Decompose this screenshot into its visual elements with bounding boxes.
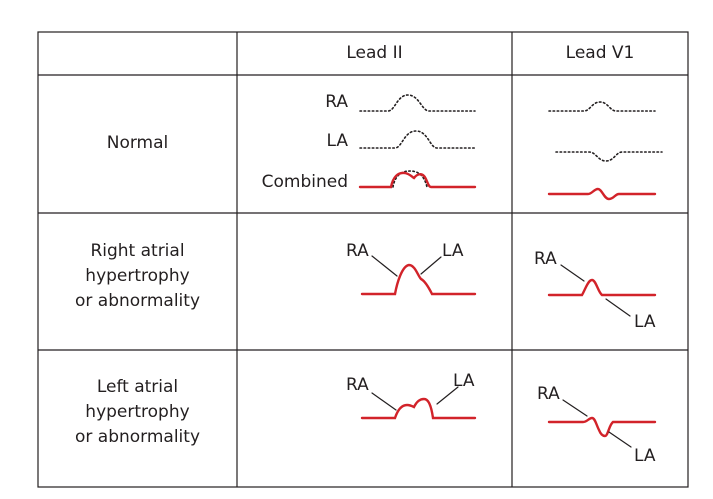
- normal-v1-combined-wave: [547, 187, 657, 201]
- row-label-left-atrial-line1: Left atrial: [96, 377, 179, 397]
- right-atrial-lead2-wave: [360, 263, 477, 296]
- normal-combined-dotted-wave: [392, 170, 428, 188]
- left-atrial-lead2-la-label: LA: [453, 371, 475, 391]
- left-atrial-v1: [547, 399, 657, 448]
- normal-v1-waves: [547, 101, 663, 201]
- right-atrial-lead2-ra-pointer: [371, 255, 398, 277]
- left-atrial-lead2: [360, 386, 477, 420]
- normal-combined-label: Combined: [261, 172, 348, 192]
- normal-la-label: LA: [326, 131, 349, 151]
- row-label-right-atrial-line1: Right atrial: [90, 241, 185, 261]
- left-atrial-lead2-la-pointer: [436, 386, 459, 405]
- left-atrial-v1-la-label: LA: [634, 446, 656, 466]
- right-atrial-lead2-ra-label: RA: [346, 241, 369, 261]
- left-atrial-v1-wave: [547, 416, 657, 438]
- left-atrial-lead2-ra-label: RA: [346, 375, 369, 395]
- left-atrial-lead2-wave: [360, 397, 477, 420]
- leadv1-header: Lead V1: [565, 43, 635, 63]
- right-atrial-v1-wave: [547, 278, 657, 297]
- row-label-normal: Normal: [106, 133, 169, 153]
- normal-lead2-waves: [358, 94, 477, 189]
- normal-v1-ra-dotted-wave: [548, 101, 656, 112]
- left-atrial-v1-la-pointer: [608, 431, 632, 448]
- row-label-left-atrial-line3: or abnormality: [74, 427, 201, 447]
- lead2-header: Lead II: [346, 43, 403, 63]
- right-atrial-v1-la-pointer: [605, 298, 631, 317]
- left-atrial-lead2-ra-pointer: [371, 392, 397, 411]
- right-atrial-lead2-la-pointer: [420, 256, 442, 275]
- normal-ra-label: RA: [325, 92, 348, 112]
- left-atrial-v1-ra-pointer: [562, 399, 588, 417]
- right-atrial-v1-la-label: LA: [634, 312, 656, 332]
- right-atrial-lead2-la-label: LA: [442, 241, 464, 261]
- row-label-right-atrial-line3: or abnormality: [74, 291, 201, 311]
- row-label-left-atrial-line2: hypertrophy: [85, 402, 190, 422]
- table-border: [37, 31, 689, 488]
- right-atrial-v1-ra-label: RA: [534, 249, 557, 269]
- left-atrial-v1-ra-label: RA: [537, 384, 560, 404]
- right-atrial-v1: [547, 264, 657, 317]
- normal-v1-la-dotted-wave: [555, 151, 663, 162]
- normal-la-dotted-wave: [359, 130, 476, 149]
- normal-combined-wave: [358, 171, 477, 189]
- row-label-right-atrial-line2: hypertrophy: [85, 266, 190, 286]
- table-grid: [37, 31, 689, 488]
- right-atrial-v1-ra-pointer: [560, 264, 585, 282]
- normal-ra-dotted-wave: [359, 94, 476, 112]
- right-atrial-lead2: [360, 255, 477, 296]
